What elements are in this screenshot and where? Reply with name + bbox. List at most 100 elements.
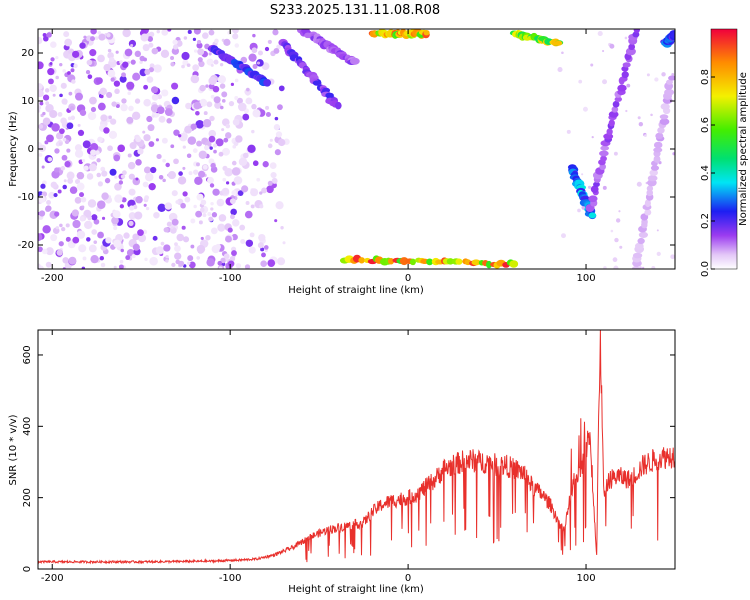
spectrogram-noise-cell — [156, 106, 165, 115]
spectrogram-noise-cell — [79, 109, 87, 116]
spectrogram-noise-cell — [73, 63, 78, 69]
snr-y-ticks: 0 200 400 600 — [22, 345, 675, 572]
spectrogram-noise-cell — [107, 145, 113, 152]
spectrogram-noise-cell — [225, 235, 232, 243]
spectrogram-noise-cell — [228, 100, 235, 107]
spectrogram-noise-cell — [42, 33, 47, 37]
spectrogram-noise-cell — [202, 32, 209, 39]
spectrogram-noise-cell — [161, 89, 169, 97]
spectrogram-noise-cell — [109, 57, 115, 63]
spectrogram-noise-cell — [90, 255, 99, 264]
spectrogram-noise-cell — [111, 216, 119, 225]
spectrogram-noise-cell — [91, 214, 98, 221]
spectrogram-noise-cell — [210, 227, 218, 235]
spectrogram-noise-cell — [99, 255, 105, 261]
spectrogram-noise-cell — [162, 178, 166, 183]
spectrogram-noise-cell — [234, 78, 239, 83]
spectrogram-noise-cell — [272, 29, 279, 36]
spectrogram-noise-cell — [672, 152, 675, 156]
spectrogram-noise-cell — [42, 248, 48, 255]
spectrogram-noise-cell — [221, 128, 225, 132]
spectrogram-y-tick-label: -10 — [18, 192, 34, 203]
spectrogram-noise-cell — [196, 140, 202, 147]
spectrogram-noise-cell — [72, 236, 80, 244]
spectrogram-noise-cell — [213, 149, 217, 154]
spectrogram-noise-cell — [252, 160, 259, 167]
spectrogram-feature-cell — [387, 258, 395, 265]
spectrogram-noise-cell — [221, 99, 226, 103]
spectrogram-noise-cell — [87, 199, 97, 208]
spectrogram-noise-cell — [56, 249, 63, 256]
colorbar-tick-label: 0.0 — [700, 261, 711, 277]
spectrogram-noise-cell — [131, 111, 141, 121]
spectrogram-noise-cell — [162, 158, 166, 163]
spectrogram-noise-cell — [232, 144, 237, 149]
spectrogram-noise-cell — [264, 46, 270, 52]
spectrogram-noise-cell — [277, 138, 286, 147]
spectrogram-noise-cell — [69, 105, 75, 111]
spectrogram-noise-cell — [229, 198, 236, 205]
spectrogram-noise-cell — [80, 196, 87, 203]
spectrogram-noise-cell — [250, 204, 255, 209]
spectrogram-noise-cell — [128, 105, 134, 112]
spectrogram-noise-cell — [142, 44, 150, 52]
spectrogram-noise-cell — [207, 176, 214, 184]
spectrogram-noise-cell — [42, 111, 46, 116]
spectrogram-noise-cell — [111, 101, 117, 107]
spectrogram-noise-cell — [256, 61, 261, 65]
spectrogram-noise-cell — [160, 241, 165, 246]
spectrogram-noise-cell — [143, 166, 151, 174]
spectrogram-feature-cell — [621, 71, 629, 79]
spectrogram-noise-cell — [245, 201, 250, 205]
spectrogram-noise-cell — [167, 171, 177, 180]
spectrogram-noise-cell — [96, 158, 101, 163]
spectrogram-noise-cell — [206, 58, 214, 66]
spectrogram-noise-cell — [252, 63, 258, 69]
spectrogram-noise-cell — [114, 88, 120, 95]
spectrogram-noise-cell — [140, 33, 149, 42]
spectrogram-noise-cell — [68, 256, 77, 265]
spectrogram-noise-cell — [38, 152, 43, 157]
spectrogram-noise-cell — [181, 64, 185, 69]
spectrogram-noise-cell — [144, 68, 151, 75]
spectrogram-noise-cell — [213, 59, 219, 65]
spectrogram-noise-cell — [165, 162, 170, 168]
spectrogram-noise-cell — [223, 38, 231, 46]
spectrogram-noise-cell — [650, 113, 653, 117]
spectrogram-noise-cell — [87, 111, 97, 121]
spectrogram-noise-cell — [105, 237, 112, 244]
spectrogram-noise-cell — [38, 61, 44, 70]
spectrogram-noise-cell — [151, 47, 159, 55]
spectrogram-noise-cell — [208, 129, 217, 138]
spectrogram-noise-cell — [122, 61, 129, 68]
spectrogram-noise-cell — [208, 135, 216, 143]
spectrogram-noise-cell — [183, 36, 188, 40]
spectrogram-noise-cell — [247, 144, 256, 154]
spectrogram-noise-cell — [97, 54, 105, 63]
spectrogram-feature-cell — [638, 231, 649, 239]
spectrogram-noise-cell — [127, 91, 131, 96]
spectrogram-noise-cell — [155, 246, 165, 255]
spectrogram-noise-cell — [66, 171, 75, 180]
spectrogram-noise-cell — [45, 206, 51, 212]
spectrogram-noise-cell — [202, 119, 212, 128]
spectrogram-noise-cell — [257, 50, 263, 56]
spectrogram-noise-cell — [196, 42, 203, 49]
spectrogram-noise-cell — [210, 201, 214, 206]
spectrogram-noise-cell — [196, 162, 200, 167]
spectrogram-noise-cell — [59, 223, 63, 228]
spectrogram-noise-cell — [135, 177, 139, 181]
spectrogram-noise-cell — [245, 239, 254, 247]
spectrogram-noise-cell — [210, 207, 214, 211]
spectrogram-noise-cell — [104, 177, 111, 184]
spectrogram-noise-cell — [175, 259, 181, 265]
snr-y-tick-label: 200 — [22, 488, 33, 507]
spectrogram-noise-cell — [38, 105, 42, 111]
spectrogram-noise-cell — [76, 171, 85, 180]
spectrogram-noise-cell — [215, 138, 224, 147]
colorbar-label: Normalized spectral amplitude — [738, 72, 749, 226]
spectrogram-noise-cell — [275, 131, 283, 138]
spectrogram-noise-cell — [193, 204, 197, 209]
spectrogram-noise-cell — [58, 142, 63, 146]
spectrogram-noise-cell — [210, 94, 215, 99]
